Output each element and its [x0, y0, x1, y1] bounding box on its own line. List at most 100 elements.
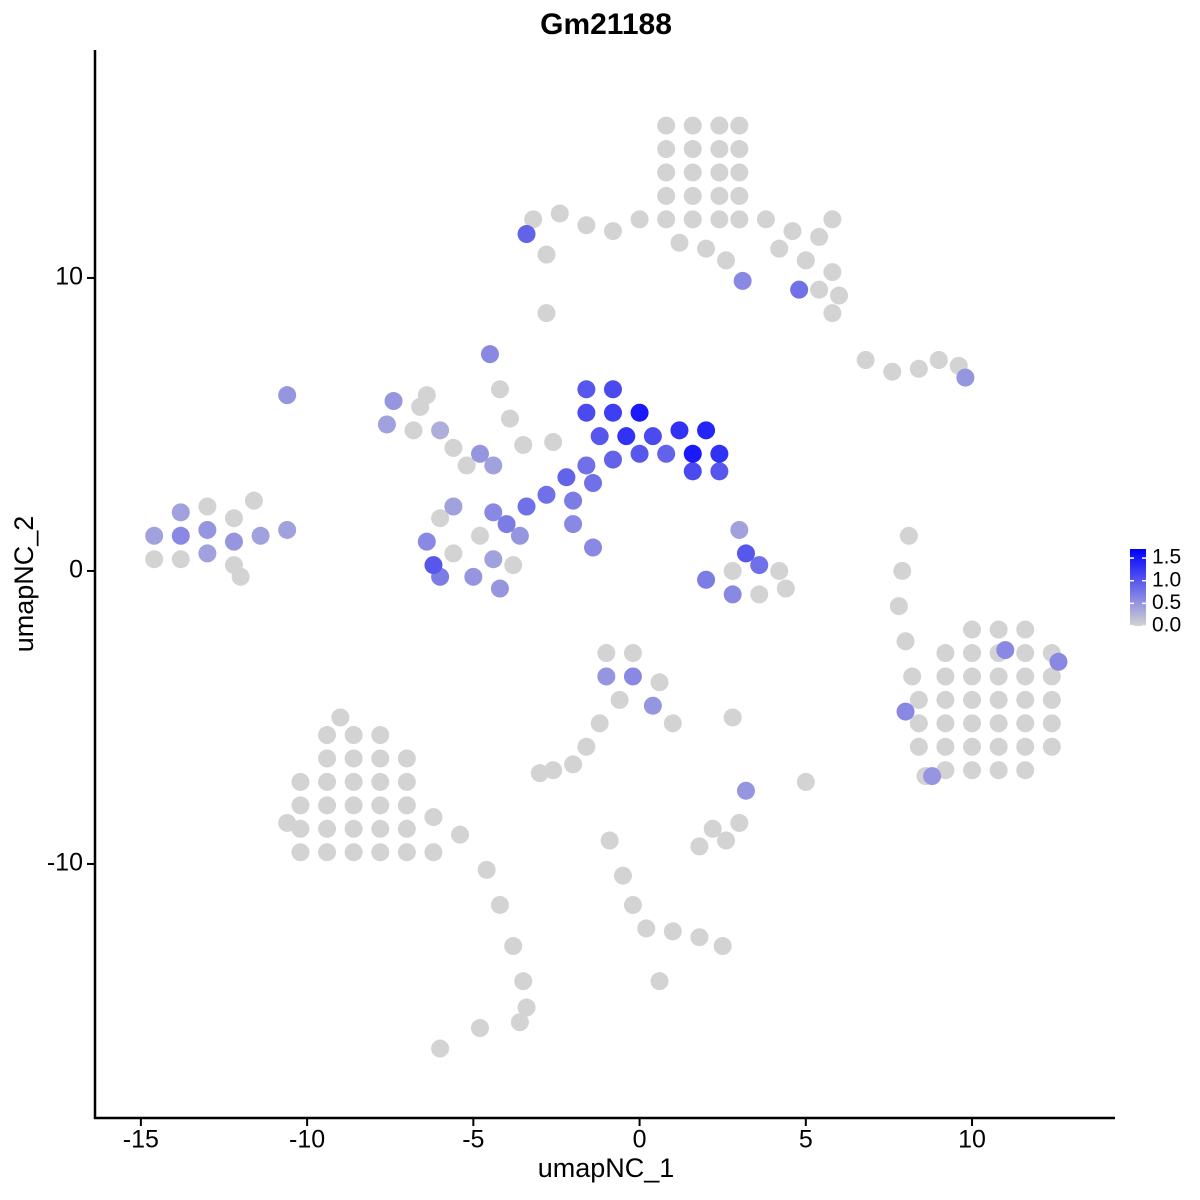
cell-point	[318, 749, 337, 768]
cell-point	[989, 761, 1008, 780]
cell-point	[923, 767, 942, 786]
cell-point	[963, 761, 982, 780]
cell-point	[730, 163, 749, 182]
cell-point	[371, 726, 390, 745]
cell-point	[470, 1019, 489, 1038]
cell-point	[371, 772, 390, 791]
cell-point	[643, 696, 662, 715]
cell-point	[670, 421, 689, 440]
cell-point	[444, 497, 463, 516]
cell-point	[730, 813, 749, 832]
cell-point	[643, 427, 662, 446]
cell-point	[371, 819, 390, 838]
cell-point	[1016, 690, 1035, 709]
cell-point	[796, 251, 815, 270]
cell-point	[989, 714, 1008, 733]
cell-point	[1016, 667, 1035, 686]
cell-point	[630, 403, 649, 422]
cell-point	[490, 380, 509, 399]
cell-point	[697, 421, 716, 440]
cell-point	[823, 263, 842, 282]
cell-point	[723, 585, 742, 604]
cell-point	[597, 644, 616, 663]
cell-point	[431, 509, 450, 528]
x-tick-label: 5	[799, 1126, 813, 1154]
cell-point	[278, 386, 297, 405]
cell-point	[657, 444, 676, 463]
cell-point	[750, 556, 769, 575]
cell-point	[397, 819, 416, 838]
cell-point	[557, 468, 576, 487]
cell-point	[470, 444, 489, 463]
cell-point	[590, 427, 609, 446]
cell-point	[584, 538, 603, 557]
cell-point	[736, 544, 755, 563]
cell-point	[736, 781, 755, 800]
cell-point	[397, 843, 416, 862]
cell-point	[963, 690, 982, 709]
cell-point	[590, 714, 609, 733]
cell-point	[577, 216, 596, 235]
cell-point	[903, 667, 922, 686]
cell-point	[344, 796, 363, 815]
cell-point	[657, 186, 676, 205]
cell-point	[145, 550, 164, 569]
y-tick-label: 10	[55, 263, 83, 291]
cell-point	[224, 532, 243, 551]
cell-point	[936, 737, 955, 756]
cell-point	[936, 690, 955, 709]
cell-point	[989, 667, 1008, 686]
cell-point	[404, 421, 423, 440]
y-tick-label: -10	[47, 849, 83, 877]
cell-point	[889, 597, 908, 616]
cell-point	[683, 462, 702, 481]
cell-point	[650, 972, 669, 991]
cell-point	[444, 438, 463, 457]
cell-point	[790, 280, 809, 299]
cell-point	[171, 526, 190, 545]
cell-point	[530, 764, 549, 783]
cell-point	[730, 210, 749, 229]
cell-point	[690, 928, 709, 947]
cell-point	[776, 579, 795, 598]
cell-point	[417, 386, 436, 405]
x-tick-label: -10	[289, 1126, 325, 1154]
cell-point	[683, 210, 702, 229]
cell-point	[893, 561, 912, 580]
x-tick-label: -15	[123, 1126, 159, 1154]
cell-point	[537, 245, 556, 264]
cell-point	[517, 225, 536, 244]
cell-point	[730, 140, 749, 159]
cell-point	[733, 271, 752, 290]
cell-point	[318, 843, 337, 862]
cell-point	[1016, 714, 1035, 733]
cell-point	[318, 726, 337, 745]
cell-point	[730, 186, 749, 205]
cell-point	[344, 772, 363, 791]
cell-point	[963, 620, 982, 639]
cell-point	[397, 749, 416, 768]
cell-point	[683, 444, 702, 463]
points	[145, 116, 1068, 1058]
cell-point	[597, 667, 616, 686]
cell-point	[823, 210, 842, 229]
cell-point	[683, 140, 702, 159]
cell-point	[713, 937, 732, 956]
cell-point	[504, 556, 523, 575]
cell-point	[989, 737, 1008, 756]
cell-point	[770, 561, 789, 580]
cell-point	[710, 444, 729, 463]
colorbar-label: 1.5	[1152, 546, 1181, 569]
cell-point	[1016, 761, 1035, 780]
cell-point	[198, 520, 217, 539]
cell-point	[697, 570, 716, 589]
cell-point	[318, 796, 337, 815]
x-tick-label: 10	[958, 1126, 986, 1154]
cell-point	[231, 567, 250, 586]
cell-point	[936, 644, 955, 663]
cell-point	[344, 843, 363, 862]
cell-point	[1042, 690, 1061, 709]
cell-point	[577, 456, 596, 475]
cell-point	[1042, 667, 1061, 686]
cell-point	[697, 239, 716, 258]
